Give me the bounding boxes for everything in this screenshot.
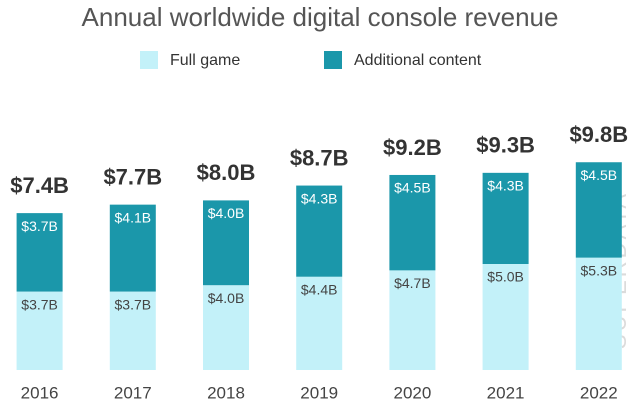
- value-label: $4.4B: [301, 281, 338, 297]
- bar-segment: [296, 185, 343, 277]
- legend-label: Additional content: [354, 52, 482, 69]
- total-label: $9.2B: [383, 135, 442, 160]
- value-label: $4.1B: [115, 209, 152, 225]
- legend-label: Full game: [170, 52, 240, 69]
- bar-segment: [109, 291, 156, 370]
- bar-segment: [575, 162, 622, 258]
- x-tick-label: 2018: [207, 383, 245, 402]
- legend-swatch: [324, 51, 342, 69]
- legend-swatch: [140, 51, 158, 69]
- bar-segment: [296, 276, 343, 370]
- x-tick-label: 2017: [114, 383, 152, 402]
- total-label: $7.4B: [10, 173, 69, 198]
- bar-segment: [16, 291, 63, 370]
- value-label: $4.5B: [394, 180, 431, 196]
- value-label: $4.3B: [301, 190, 338, 206]
- x-tick-label: 2019: [300, 383, 338, 402]
- value-label: $3.7B: [21, 296, 58, 312]
- value-label: $3.7B: [21, 218, 58, 234]
- value-label: $4.7B: [394, 275, 431, 291]
- value-label: $4.0B: [208, 205, 245, 221]
- value-label: $5.3B: [581, 262, 618, 278]
- bar-segment: [109, 204, 156, 292]
- x-tick-label: 2021: [487, 383, 525, 402]
- x-tick-label: 2020: [393, 383, 431, 402]
- x-tick-label: 2022: [580, 383, 618, 402]
- total-label: $9.3B: [476, 133, 535, 158]
- bar-segment: [482, 264, 529, 370]
- value-label: $3.7B: [115, 296, 152, 312]
- value-label: $5.0B: [487, 269, 524, 285]
- bar-segment: [482, 172, 529, 264]
- bar-segment: [203, 200, 249, 286]
- total-label: $8.7B: [290, 145, 349, 170]
- value-label: $4.3B: [487, 178, 524, 194]
- chart-title: Annual worldwide digital console revenue: [82, 2, 559, 32]
- bar-segment: [203, 285, 249, 370]
- value-label: $4.5B: [581, 167, 618, 183]
- value-label: $4.0B: [208, 290, 245, 306]
- bar-segment: [16, 213, 63, 292]
- bar-segment: [389, 174, 436, 271]
- total-label: $8.0B: [197, 160, 256, 185]
- bar-segment: [575, 257, 622, 370]
- total-label: $7.7B: [103, 164, 162, 189]
- total-label: $9.8B: [569, 122, 628, 147]
- bar-segment: [389, 270, 436, 370]
- x-tick-label: 2016: [21, 383, 59, 402]
